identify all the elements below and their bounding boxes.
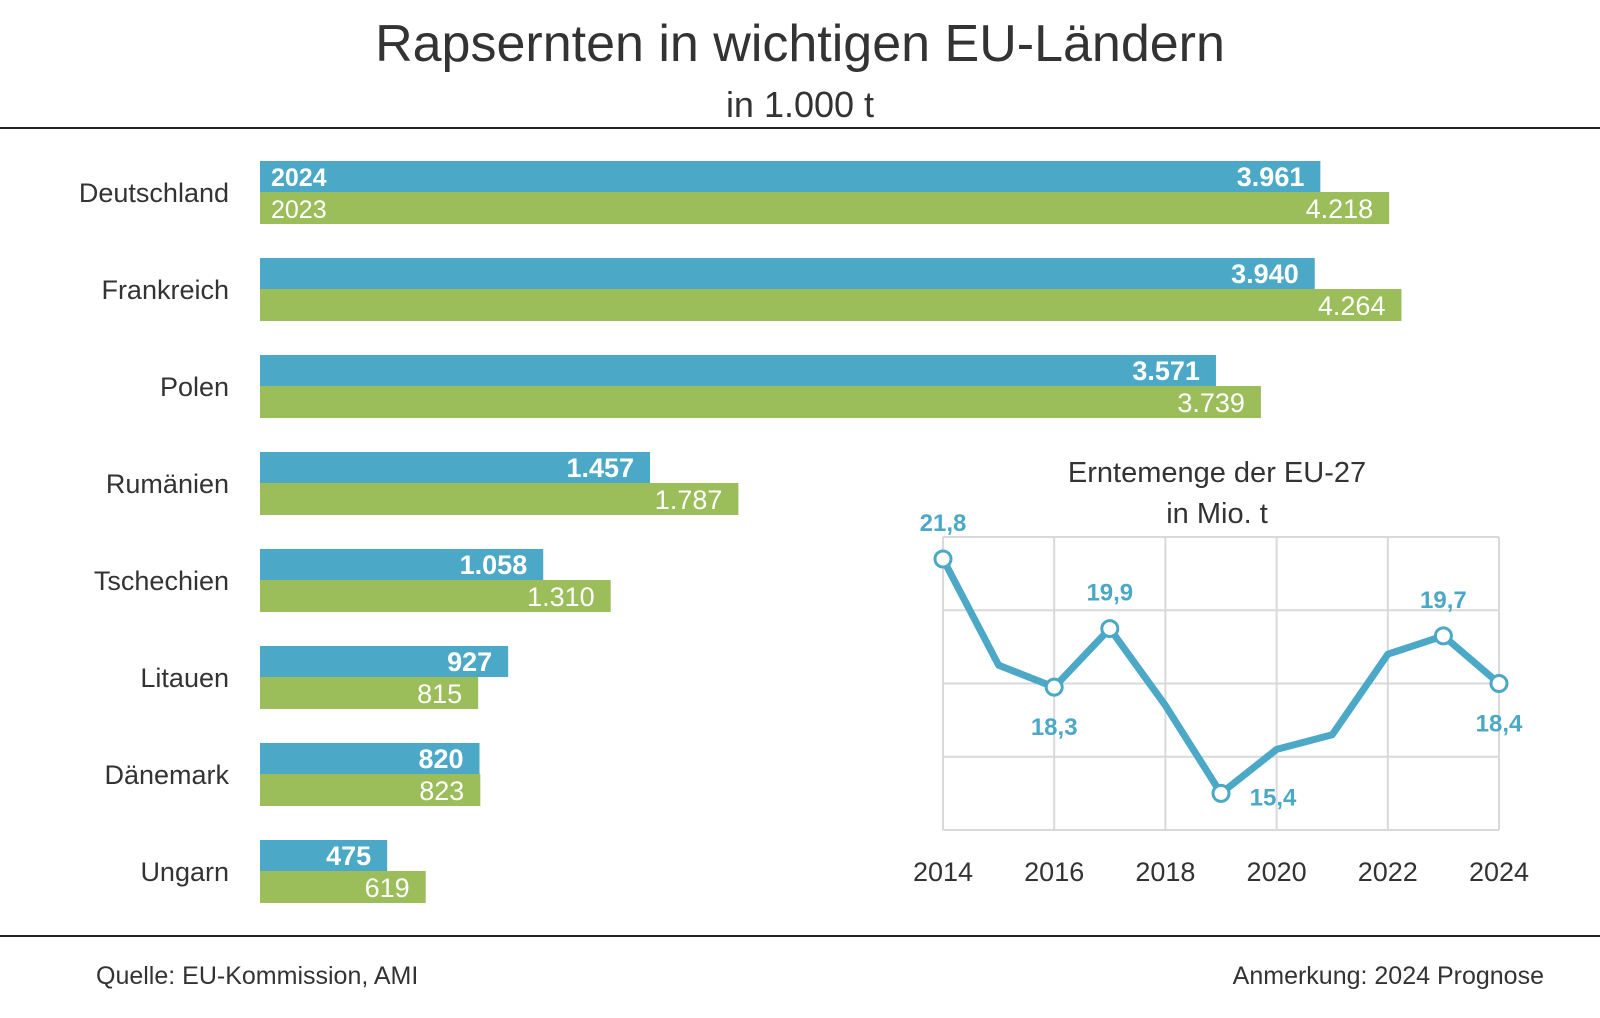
- data-point-label: 19,9: [1086, 580, 1133, 607]
- x-tick-label: 2018: [1135, 857, 1195, 887]
- bar-value-2024: 927: [447, 647, 492, 677]
- data-point-marker: [1489, 674, 1509, 693]
- chart-subtitle: in 1.000 t: [725, 84, 875, 125]
- bar-value-2024: 3.961: [1237, 162, 1305, 192]
- category-label: Litauen: [140, 663, 229, 693]
- category-label: Ungarn: [140, 857, 229, 887]
- bar-value-2023: 4.218: [1306, 194, 1374, 224]
- bar-value-2023: 815: [417, 679, 462, 709]
- x-tick-label: 2014: [913, 857, 973, 887]
- inset-title-line-1: Erntemenge der EU-27: [1068, 457, 1366, 489]
- bar-value-2024: 1.058: [460, 550, 528, 580]
- data-point-marker: [1044, 677, 1064, 697]
- bar-value-2024: 1.457: [566, 453, 634, 483]
- category-label: Polen: [160, 372, 229, 402]
- category-label: Frankreich: [101, 275, 229, 305]
- bar-2024: [260, 549, 544, 580]
- top-divider: [0, 127, 1600, 129]
- bar-value-2024: 3.571: [1132, 356, 1200, 386]
- bar-2023: [260, 289, 1402, 321]
- data-point-label: 19,7: [1420, 587, 1467, 614]
- data-point-label: 21,8: [920, 510, 967, 537]
- bar-2023: [260, 386, 1261, 418]
- bar-2023: [260, 483, 739, 515]
- data-point-label: 18,3: [1031, 714, 1078, 741]
- category-label: Dänemark: [104, 760, 229, 790]
- annotation-note: Anmerkung: 2024 Prognose: [1232, 962, 1544, 990]
- bar-2023: [260, 580, 611, 612]
- bar-2024: [260, 452, 651, 483]
- category-label: Deutschland: [79, 178, 229, 208]
- bar-2024: [260, 743, 480, 774]
- x-tick-label: 2016: [1024, 857, 1084, 887]
- category-label: Tschechien: [94, 566, 229, 596]
- series-label-2023: 2023: [271, 196, 327, 224]
- data-point-marker: [1100, 619, 1120, 639]
- bar-2023: [260, 192, 1390, 224]
- data-point-marker: [1433, 626, 1453, 646]
- bar-2024: [260, 646, 509, 677]
- bar-2023: [260, 677, 479, 709]
- data-point-marker: [1211, 783, 1231, 803]
- bar-value-2024: 820: [418, 744, 463, 774]
- data-point-marker: [933, 549, 953, 569]
- bar-2023: [260, 871, 426, 903]
- bar-value-2024: 475: [326, 841, 371, 871]
- x-tick-label: 2024: [1469, 857, 1529, 887]
- bottom-divider: [0, 935, 1600, 937]
- bar-value-2023: 1.787: [655, 485, 723, 515]
- data-point-label: 15,4: [1250, 784, 1297, 811]
- bar-2024: [260, 355, 1216, 386]
- series-label-2024: 2024: [271, 164, 327, 192]
- x-tick-label: 2020: [1247, 857, 1307, 887]
- inset-line-chart: Erntemenge der EU-27 in Mio. t 2014 2016 201…: [913, 457, 1529, 887]
- bar-value-2023: 4.264: [1318, 291, 1386, 321]
- chart-title: Rapsernten in wichtigen EU-Ländern: [375, 15, 1225, 73]
- bar-value-2023: 1.310: [527, 582, 595, 612]
- bar-2024: [260, 258, 1315, 289]
- bar-2024: [260, 161, 1321, 192]
- inset-title-line-2: in Mio. t: [1166, 498, 1268, 530]
- bar-value-2023: 3.739: [1177, 388, 1245, 418]
- source-note: Quelle: EU-Kommission, AMI: [96, 962, 419, 990]
- x-tick-label: 2022: [1358, 857, 1418, 887]
- series-line: [939, 555, 1503, 797]
- data-point-label: 18,4: [1476, 711, 1523, 738]
- bar-2024: [260, 840, 388, 871]
- category-label: Rumänien: [106, 469, 229, 499]
- bar-2023: [260, 774, 481, 806]
- bar-value-2024: 3.940: [1231, 259, 1299, 289]
- bar-value-2023: 823: [419, 776, 464, 806]
- bar-value-2023: 619: [365, 873, 410, 903]
